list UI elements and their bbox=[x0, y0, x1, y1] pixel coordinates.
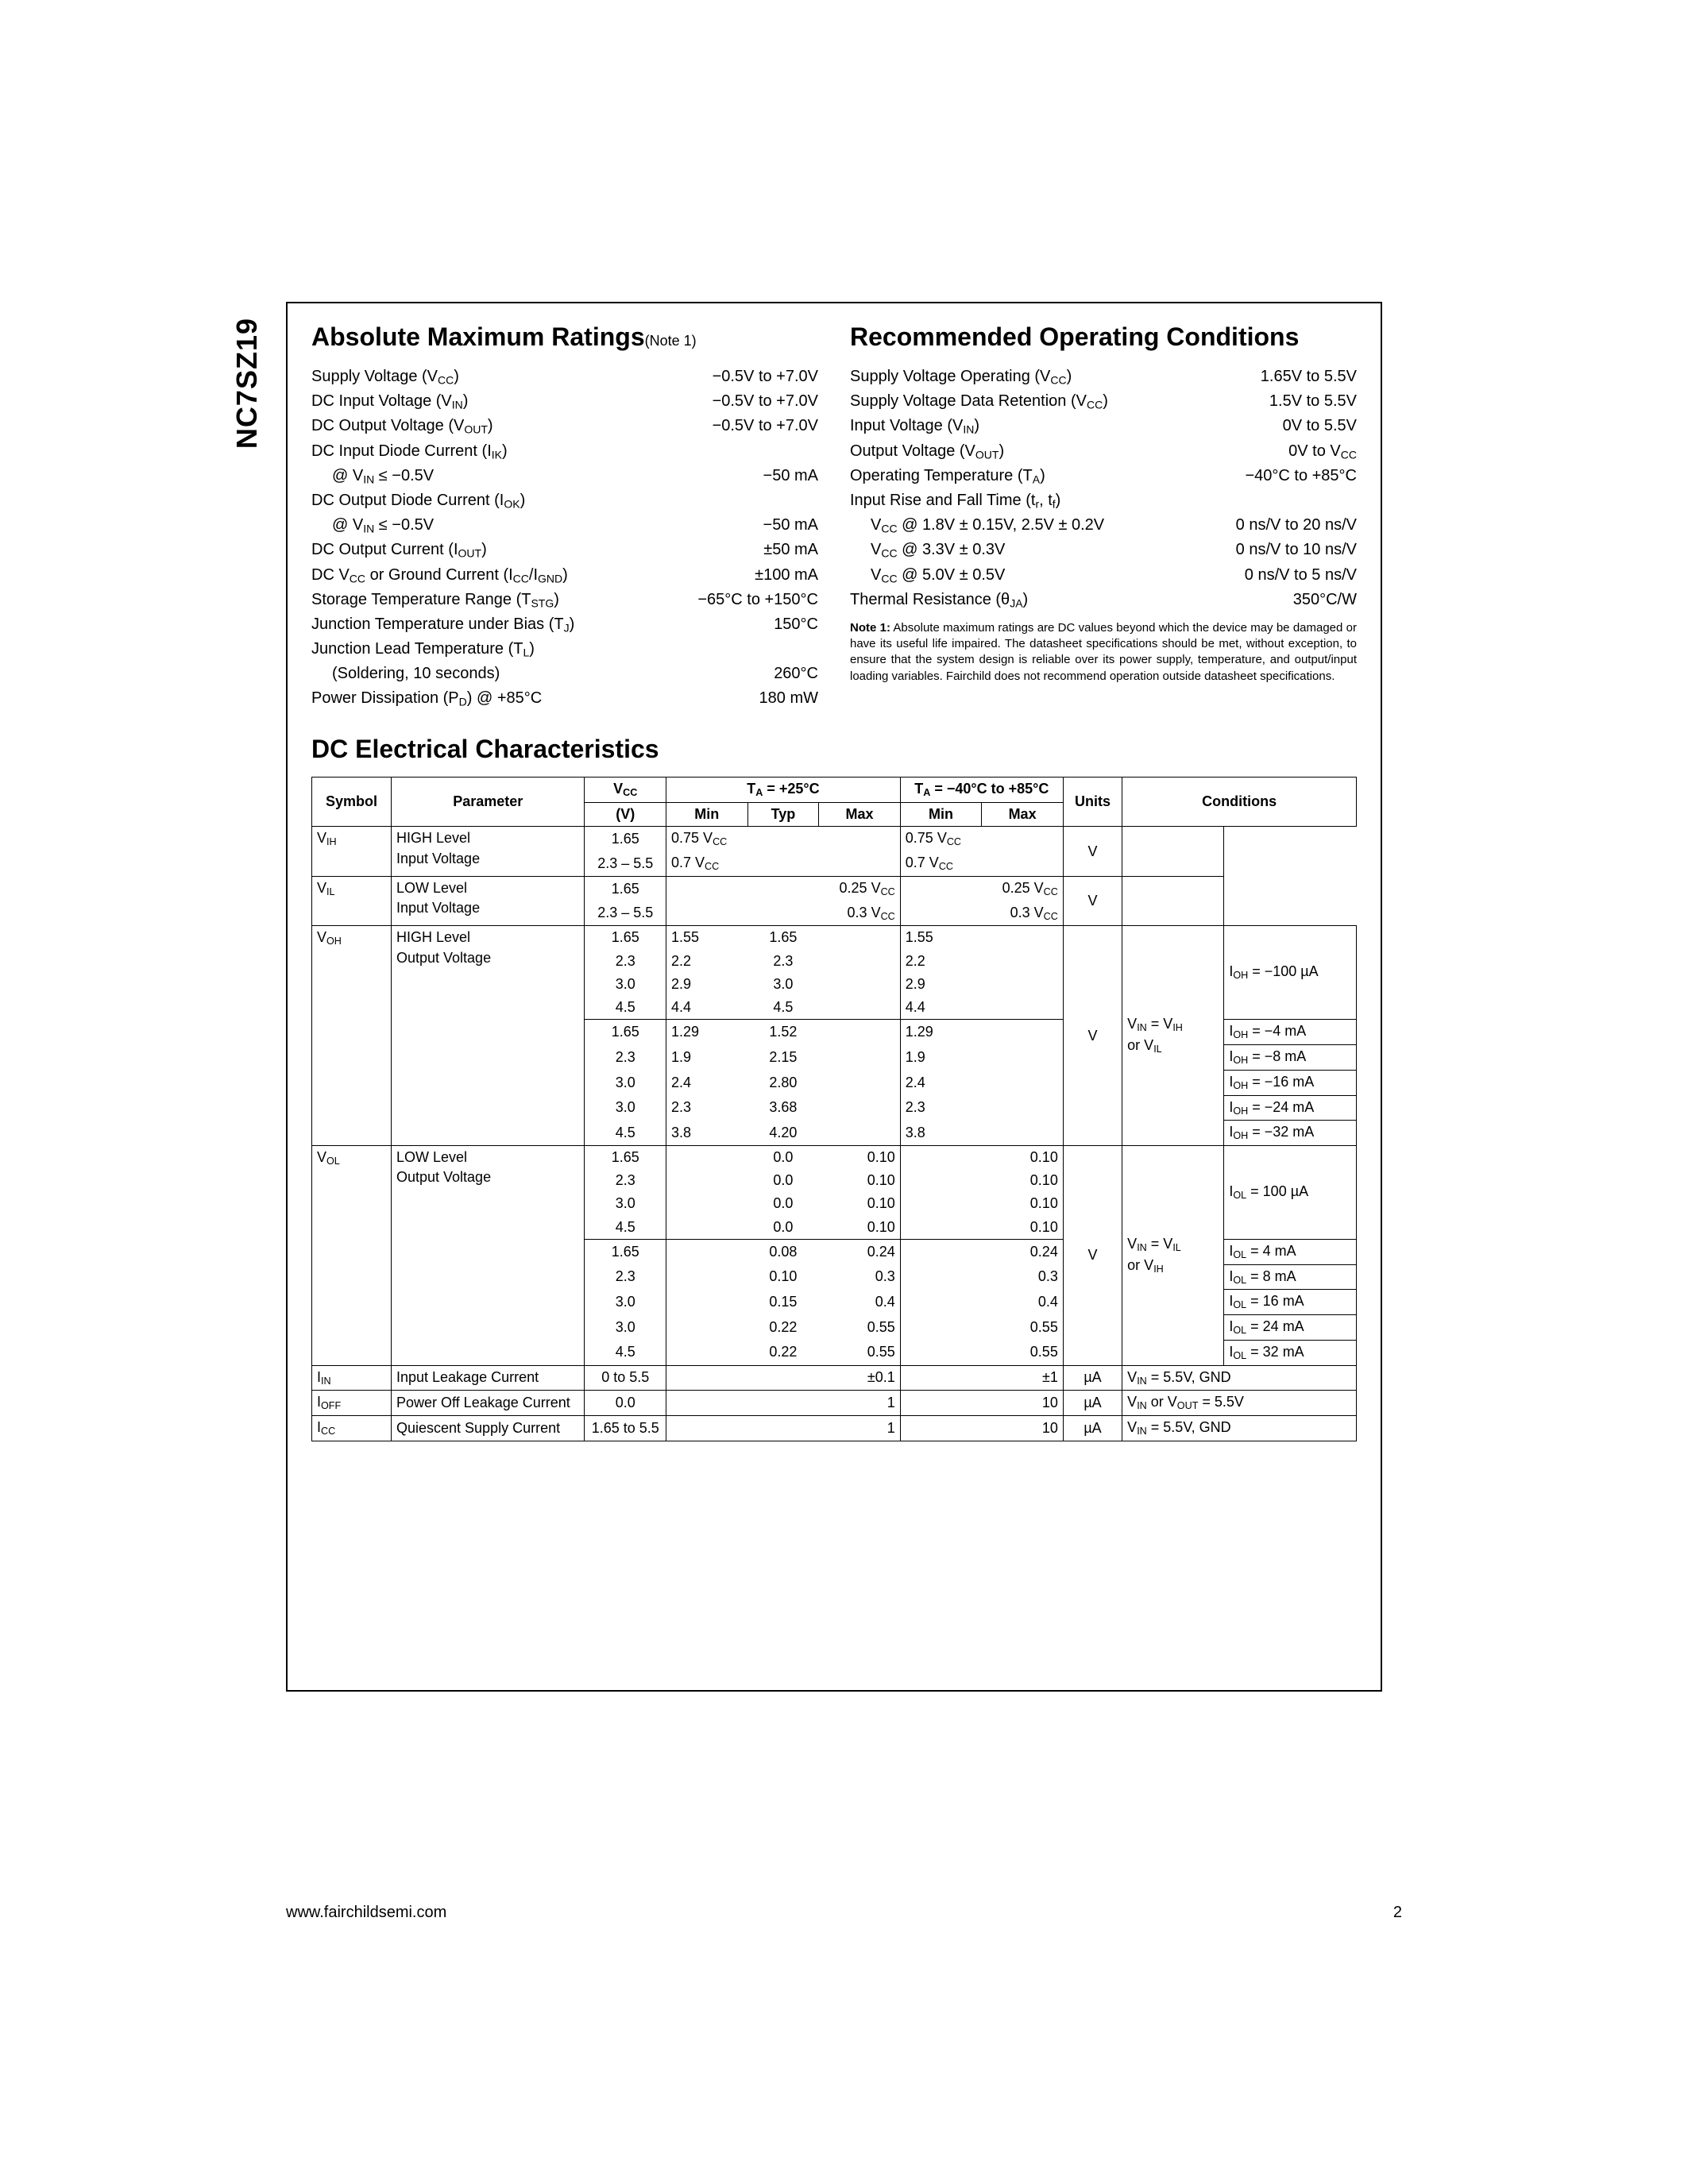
spec-value: 1.5V to 5.5V bbox=[1230, 389, 1357, 414]
spec-row: DC Input Voltage (VIN)−0.5V to +7.0V bbox=[311, 389, 818, 414]
spec-row: Storage Temperature Range (TSTG)−65°C to… bbox=[311, 588, 818, 612]
spec-label: Supply Voltage Operating (VCC) bbox=[850, 365, 1230, 389]
spec-value bbox=[1230, 488, 1357, 513]
spec-value: 180 mW bbox=[691, 686, 818, 711]
spec-label: VCC @ 3.3V ± 0.3V bbox=[850, 538, 1230, 562]
spec-value bbox=[691, 439, 818, 464]
spec-value: 150°C bbox=[691, 612, 818, 637]
spec-label: Input Voltage (VIN) bbox=[850, 414, 1230, 438]
spec-label: VCC @ 1.8V ± 0.15V, 2.5V ± 0.2V bbox=[850, 513, 1230, 538]
spec-row: Output Voltage (VOUT)0V to VCC bbox=[850, 439, 1357, 464]
note-1: Note 1: Absolute maximum ratings are DC … bbox=[850, 620, 1357, 685]
abs-max-note-ref: (Note 1) bbox=[645, 333, 697, 349]
spec-row: (Soldering, 10 seconds)260°C bbox=[311, 662, 818, 686]
spec-value: −65°C to +150°C bbox=[691, 588, 818, 612]
dc-elec-table: SymbolParameterVCCTA = +25°CTA = −40°C t… bbox=[311, 777, 1357, 1441]
spec-value: −0.5V to +7.0V bbox=[691, 365, 818, 389]
spec-label: Junction Lead Temperature (TL) bbox=[311, 637, 691, 662]
spec-value: ±100 mA bbox=[691, 563, 818, 588]
spec-row: Input Voltage (VIN)0V to 5.5V bbox=[850, 414, 1357, 438]
spec-label: Junction Temperature under Bias (TJ) bbox=[311, 612, 691, 637]
page-number: 2 bbox=[1393, 1904, 1402, 1922]
abs-max-col: Absolute Maximum Ratings(Note 1) Supply … bbox=[311, 319, 818, 711]
spec-row: DC Input Diode Current (IIK) bbox=[311, 439, 818, 464]
spec-row: Junction Lead Temperature (TL) bbox=[311, 637, 818, 662]
spec-row: DC Output Diode Current (IOK) bbox=[311, 488, 818, 513]
rec-op-col: Recommended Operating Conditions Supply … bbox=[850, 319, 1357, 711]
abs-max-rows: Supply Voltage (VCC)−0.5V to +7.0VDC Inp… bbox=[311, 365, 818, 711]
spec-value: −0.5V to +7.0V bbox=[691, 389, 818, 414]
spec-row: VCC @ 1.8V ± 0.15V, 2.5V ± 0.2V0 ns/V to… bbox=[850, 513, 1357, 538]
spec-value: 0 ns/V to 10 ns/V bbox=[1230, 538, 1357, 562]
spec-value: 260°C bbox=[691, 662, 818, 686]
content-box: Absolute Maximum Ratings(Note 1) Supply … bbox=[286, 302, 1382, 1692]
spec-row: Power Dissipation (PD) @ +85°C180 mW bbox=[311, 686, 818, 711]
spec-label: VCC @ 5.0V ± 0.5V bbox=[850, 563, 1230, 588]
abs-max-title: Absolute Maximum Ratings(Note 1) bbox=[311, 322, 818, 352]
spec-row: Input Rise and Fall Time (tr, tf) bbox=[850, 488, 1357, 513]
spec-value: ±50 mA bbox=[691, 538, 818, 562]
spec-row: Operating Temperature (TA)−40°C to +85°C bbox=[850, 464, 1357, 488]
rec-op-rows: Supply Voltage Operating (VCC)1.65V to 5… bbox=[850, 365, 1357, 612]
spec-label: Storage Temperature Range (TSTG) bbox=[311, 588, 691, 612]
spec-value: 0V to VCC bbox=[1230, 439, 1357, 464]
spec-row: DC Output Voltage (VOUT)−0.5V to +7.0V bbox=[311, 414, 818, 438]
rec-op-title: Recommended Operating Conditions bbox=[850, 322, 1357, 352]
spec-label: Supply Voltage (VCC) bbox=[311, 365, 691, 389]
spec-label: Power Dissipation (PD) @ +85°C bbox=[311, 686, 691, 711]
spec-value bbox=[691, 637, 818, 662]
spec-value: 1.65V to 5.5V bbox=[1230, 365, 1357, 389]
top-columns: Absolute Maximum Ratings(Note 1) Supply … bbox=[311, 319, 1357, 711]
spec-label: Operating Temperature (TA) bbox=[850, 464, 1230, 488]
spec-row: DC VCC or Ground Current (ICC/IGND)±100 … bbox=[311, 563, 818, 588]
spec-value: 0 ns/V to 20 ns/V bbox=[1230, 513, 1357, 538]
spec-label: DC Input Diode Current (IIK) bbox=[311, 439, 691, 464]
spec-label: DC Input Voltage (VIN) bbox=[311, 389, 691, 414]
spec-value: −50 mA bbox=[691, 513, 818, 538]
spec-value: 0 ns/V to 5 ns/V bbox=[1230, 563, 1357, 588]
spec-label: Supply Voltage Data Retention (VCC) bbox=[850, 389, 1230, 414]
spec-label: (Soldering, 10 seconds) bbox=[311, 662, 691, 686]
spec-label: @ VIN ≤ −0.5V bbox=[311, 513, 691, 538]
spec-label: Input Rise and Fall Time (tr, tf) bbox=[850, 488, 1230, 513]
spec-label: DC Output Diode Current (IOK) bbox=[311, 488, 691, 513]
spec-value bbox=[691, 488, 818, 513]
spec-label: DC Output Voltage (VOUT) bbox=[311, 414, 691, 438]
spec-row: Supply Voltage (VCC)−0.5V to +7.0V bbox=[311, 365, 818, 389]
spec-label: DC VCC or Ground Current (ICC/IGND) bbox=[311, 563, 691, 588]
spec-value: −0.5V to +7.0V bbox=[691, 414, 818, 438]
spec-label: @ VIN ≤ −0.5V bbox=[311, 464, 691, 488]
footer: www.fairchildsemi.com 2 bbox=[286, 1904, 1402, 1922]
dc-elec-title: DC Electrical Characteristics bbox=[311, 735, 1357, 764]
spec-label: DC Output Current (IOUT) bbox=[311, 538, 691, 562]
abs-max-title-text: Absolute Maximum Ratings bbox=[311, 322, 645, 351]
spec-value: 350°C/W bbox=[1230, 588, 1357, 612]
spec-row: @ VIN ≤ −0.5V−50 mA bbox=[311, 464, 818, 488]
spec-value: −50 mA bbox=[691, 464, 818, 488]
spec-row: DC Output Current (IOUT)±50 mA bbox=[311, 538, 818, 562]
spec-label: Thermal Resistance (θJA) bbox=[850, 588, 1230, 612]
spec-row: Supply Voltage Operating (VCC)1.65V to 5… bbox=[850, 365, 1357, 389]
page: NC7SZ19 Absolute Maximum Ratings(Note 1)… bbox=[0, 0, 1688, 2184]
spec-row: VCC @ 3.3V ± 0.3V0 ns/V to 10 ns/V bbox=[850, 538, 1357, 562]
footer-url: www.fairchildsemi.com bbox=[286, 1904, 1393, 1922]
spec-row: Junction Temperature under Bias (TJ)150°… bbox=[311, 612, 818, 637]
part-number-side: NC7SZ19 bbox=[230, 318, 264, 449]
spec-value: 0V to 5.5V bbox=[1230, 414, 1357, 438]
spec-row: Thermal Resistance (θJA)350°C/W bbox=[850, 588, 1357, 612]
spec-row: VCC @ 5.0V ± 0.5V0 ns/V to 5 ns/V bbox=[850, 563, 1357, 588]
spec-value: −40°C to +85°C bbox=[1230, 464, 1357, 488]
spec-row: Supply Voltage Data Retention (VCC)1.5V … bbox=[850, 389, 1357, 414]
spec-row: @ VIN ≤ −0.5V−50 mA bbox=[311, 513, 818, 538]
spec-label: Output Voltage (VOUT) bbox=[850, 439, 1230, 464]
